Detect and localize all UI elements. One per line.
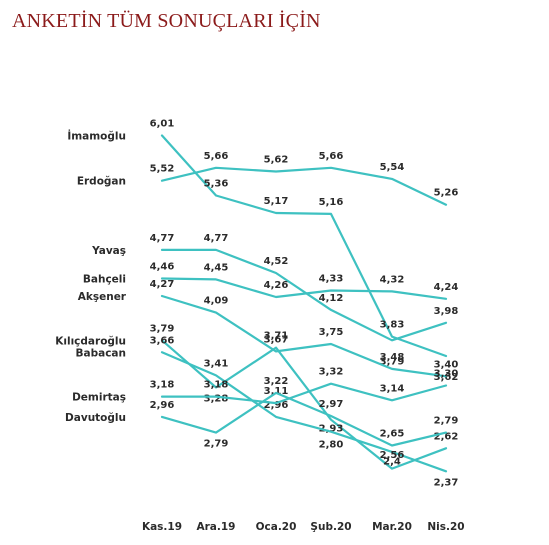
data-label: 3,32 [319,367,344,378]
data-label: 3,18 [204,380,229,391]
series-name-label: Babacan [76,347,126,359]
x-tick-label: Nis.20 [427,521,464,533]
series-line-1 [160,166,448,206]
series-line-4 [160,294,448,378]
data-label: 4,77 [150,233,175,244]
data-label: 2,37 [434,477,459,488]
data-label: 4,27 [150,279,175,290]
data-label: 2,4 [383,457,401,468]
data-label: 4,45 [204,262,229,273]
data-label: 3,48 [380,352,405,363]
data-label: 3,30 [434,369,459,380]
x-tick-label: Kas.19 [142,521,182,533]
series-line-3 [160,277,448,300]
series-line-5 [160,339,448,470]
data-label: 3,22 [264,376,289,387]
data-label: 3,66 [150,335,175,346]
data-label: 4,77 [204,233,229,244]
data-label: 4,52 [264,256,289,267]
x-tick-label: Şub.20 [310,521,351,533]
data-label: 2,79 [204,439,229,450]
data-label: 4,12 [319,293,344,304]
data-label: 3,75 [319,327,344,338]
data-label: 2,62 [434,431,459,442]
data-label: 3,14 [380,383,405,394]
data-label: 3,79 [150,323,175,334]
data-label: 5,54 [380,162,405,173]
data-label: 5,62 [264,155,289,166]
data-label: 5,17 [264,196,289,207]
data-label: 3,28 [204,393,229,404]
data-label: 4,24 [434,282,459,293]
data-label: 3,40 [434,359,459,370]
data-label: 2,65 [380,429,405,440]
data-label: 3,62 [434,372,459,383]
data-label: 2,96 [150,400,175,411]
data-label: 2,96 [264,400,289,411]
data-label: 3,11 [264,386,289,397]
series-line-7 [160,382,448,405]
data-label: 2,80 [319,440,344,451]
data-label: 3,83 [380,320,405,331]
series-line-0 [160,134,448,358]
data-label: 4,26 [264,280,289,291]
series-name-label: Yavaş [91,245,126,257]
x-tick-label: Oca.20 [256,521,297,533]
data-label: 5,16 [319,197,344,208]
series-line-6 [160,351,448,473]
data-label: 3,71 [264,331,289,342]
data-label: 4,32 [380,274,405,285]
data-label: 2,79 [434,416,459,427]
series-name-label: Akşener [78,291,127,303]
series-name-label: Kılıçdaroğlu [55,335,126,347]
x-tick-label: Mar.20 [372,521,412,533]
x-tick-label: Ara.19 [197,521,236,533]
data-label: 5,66 [319,151,344,162]
data-label: 4,46 [150,262,175,273]
series-name-label: Demirtaş [72,392,126,404]
series-name-label: İmamoğlu [67,129,126,143]
data-label: 3,98 [434,306,459,317]
data-label: 2,97 [319,399,344,410]
chart-panel: İmamoğlu 6,01 5,36 5,17 5,16 3,83 3,62 Erdoğan 5… [40,52,530,539]
data-label: 5,36 [204,179,229,190]
line-chart: İmamoğlu 6,01 5,36 5,17 5,16 3,83 3,62 Erdoğan 5… [55,119,464,534]
data-label: 6,01 [150,119,175,130]
series-line-2 [160,248,448,342]
data-label: 4,09 [204,296,229,307]
data-label: 3,79 [380,356,405,367]
data-label: 2,93 [319,424,344,435]
series-name-label: Bahçeli [83,274,126,286]
series-line-8 [160,391,448,447]
data-label: 5,26 [434,188,459,199]
series-name-label: Erdoğan [77,176,126,188]
series-name-label: Davutoğlu [65,412,126,424]
data-label: 4,33 [319,274,344,285]
data-label: 3,67 [264,334,289,345]
page-title: ANKETİN TÜM SONUÇLARI İÇİN [12,10,321,32]
data-label: 5,52 [150,164,175,175]
data-label: 3,18 [150,380,175,391]
data-label: 3,41 [204,358,229,369]
data-label: 2,56 [380,450,405,461]
data-label: 5,66 [204,151,229,162]
